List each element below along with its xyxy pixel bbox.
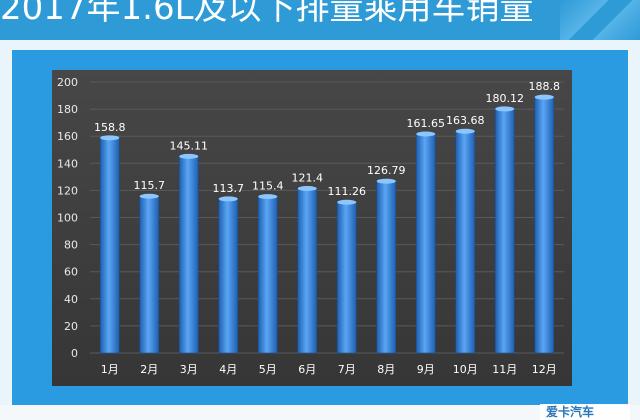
bar — [494, 108, 515, 354]
bar-top-cap — [416, 131, 436, 137]
bar — [534, 96, 555, 354]
bar-top-cap — [179, 153, 199, 159]
bar-top-cap — [376, 178, 396, 184]
bar — [218, 198, 239, 354]
bars — [99, 94, 555, 354]
x-tick-label: 2月 — [140, 363, 158, 376]
y-tick-label: 40 — [64, 293, 78, 306]
x-tick-label: 4月 — [219, 363, 237, 376]
data-label: 145.11 — [170, 139, 209, 152]
x-tick-label: 7月 — [338, 363, 356, 376]
bar-top-cap — [455, 128, 475, 134]
data-label: 115.7 — [134, 179, 166, 192]
banner-title: 2017年1.6L及以下排量乘用车销量 — [0, 0, 534, 28]
bar — [178, 156, 199, 354]
bar-top-cap — [495, 106, 515, 112]
x-tick-label: 9月 — [417, 363, 435, 376]
data-label: 113.7 — [213, 182, 245, 195]
data-label: 158.8 — [94, 121, 126, 134]
bar — [336, 201, 357, 354]
x-tick-label: 3月 — [180, 363, 198, 376]
bar — [455, 130, 476, 354]
data-labels: 158.8 115.7 145.11 113.7 115.4 121.4 111.26126… — [94, 80, 560, 198]
data-label: 121.4 — [292, 172, 324, 185]
data-label: 126.79 — [367, 164, 406, 177]
x-tick-label: 8月 — [377, 363, 395, 376]
bar-chart: 0 20 40 60 80 100 120 140 160 180 200 158.8 115.7 14… — [57, 76, 564, 376]
y-tick-label: 120 — [57, 184, 78, 197]
bar-top-cap — [218, 196, 238, 202]
bar-top-cap — [297, 186, 317, 192]
bar — [139, 195, 160, 354]
gridlines — [90, 81, 564, 354]
y-tick-label: 100 — [57, 212, 78, 225]
y-tick-label: 200 — [57, 76, 78, 89]
x-tick-label: 11月 — [492, 363, 517, 376]
x-tick-label: 5月 — [259, 363, 277, 376]
y-tick-label: 80 — [64, 239, 78, 252]
bar — [415, 133, 436, 354]
y-tick-label: 140 — [57, 157, 78, 170]
y-tick-label: 160 — [57, 130, 78, 143]
bar — [376, 180, 397, 354]
bar-top-cap — [258, 194, 278, 200]
bar — [99, 137, 120, 354]
bar-top-cap — [100, 135, 120, 141]
data-label: 161.65 — [407, 117, 446, 130]
brand-logo: 爱卡汽车 — [540, 404, 630, 420]
bar-top-cap — [139, 193, 159, 199]
chart-plot-area — [52, 70, 572, 386]
x-tick-label: 12月 — [532, 363, 557, 376]
data-label: 180.12 — [486, 92, 525, 105]
y-tick-label: 20 — [64, 320, 78, 333]
banner-decoration — [560, 0, 640, 40]
y-tick-label: 0 — [71, 347, 78, 360]
x-tick-label: 1月 — [101, 363, 119, 376]
bar-top-cap — [534, 94, 554, 100]
data-label: 115.4 — [252, 180, 284, 193]
y-axis-ticks: 0 20 40 60 80 100 120 140 160 180 200 — [57, 76, 78, 360]
footer-strip — [0, 405, 640, 420]
title-banner: 2017年1.6L及以下排量乘用车销量 — [0, 0, 640, 40]
bar-top-cap — [337, 199, 357, 205]
y-tick-label: 180 — [57, 103, 78, 116]
bar — [297, 188, 318, 354]
y-tick-label: 60 — [64, 266, 78, 279]
data-label: 188.8 — [529, 80, 561, 93]
x-tick-label: 6月 — [298, 363, 316, 376]
bar — [257, 196, 278, 354]
x-axis-ticks: 1月 2月 3月 4月 5月 6月 7月 8月 9月 10月 11月 12月 — [101, 363, 557, 376]
x-tick-label: 10月 — [453, 363, 478, 376]
logo-text: 爱卡汽车 — [546, 405, 595, 419]
data-label: 163.68 — [446, 114, 485, 127]
data-label: 111.26 — [328, 185, 367, 198]
